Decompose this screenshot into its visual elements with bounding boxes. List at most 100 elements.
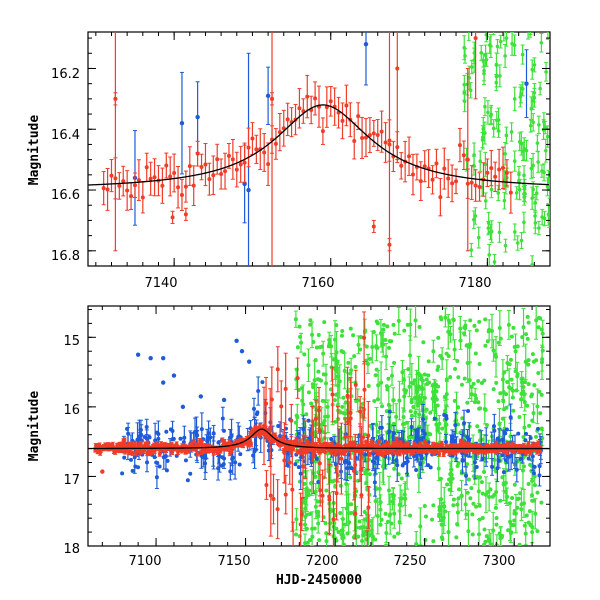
red-point [219, 172, 224, 177]
green-point [476, 400, 481, 405]
green-point [488, 487, 493, 492]
green-point [341, 410, 346, 415]
red-point [356, 114, 361, 119]
red-point [125, 188, 130, 193]
green-point [524, 148, 529, 153]
green-point [487, 538, 492, 543]
blue-point [387, 409, 392, 414]
green-point [309, 401, 314, 406]
green-point [443, 315, 448, 320]
blue-point [496, 458, 501, 463]
green-point [500, 377, 505, 382]
blue-point [238, 452, 243, 457]
red-point [313, 96, 318, 101]
red-point [434, 161, 439, 166]
green-point [501, 399, 506, 404]
red-point [136, 178, 141, 183]
blue-point [139, 432, 144, 437]
red-point [375, 132, 380, 137]
green-point [317, 538, 322, 543]
green-point [444, 392, 449, 397]
green-point [332, 478, 337, 483]
blue-point [179, 120, 185, 126]
green-point [496, 191, 501, 195]
red-point [489, 166, 494, 171]
green-point [530, 530, 535, 535]
green-point [363, 471, 368, 476]
blue-point [171, 373, 177, 378]
red-point [117, 183, 122, 188]
red-point [238, 162, 243, 167]
green-point [489, 187, 494, 192]
red-point [133, 442, 138, 447]
green-point [342, 368, 347, 373]
green-point [410, 435, 415, 440]
green-point [522, 400, 527, 405]
green-point [482, 406, 487, 411]
green-point [306, 390, 311, 395]
red-point [110, 442, 115, 447]
blue-point [157, 464, 162, 469]
green-point [479, 380, 484, 385]
green-point [321, 351, 326, 356]
green-point [303, 541, 308, 546]
green-point [489, 229, 494, 234]
red-point [473, 183, 478, 188]
green-point [519, 238, 524, 243]
green-point [372, 398, 377, 403]
red-point [461, 153, 466, 158]
red-point [164, 163, 169, 168]
green-point [349, 502, 354, 507]
red-point [383, 140, 388, 145]
green-point [484, 534, 489, 539]
red-point [139, 441, 143, 446]
red-point [211, 173, 216, 178]
blue-point [421, 417, 426, 422]
blue-point [524, 431, 529, 436]
green-point [529, 394, 534, 399]
green-point [473, 351, 478, 356]
red-point [189, 441, 194, 446]
green-point [370, 344, 375, 349]
green-point [504, 405, 509, 410]
blue-point [252, 449, 257, 454]
green-point [491, 126, 496, 131]
green-point [323, 372, 328, 377]
green-point [304, 412, 309, 417]
green-point [437, 508, 442, 513]
blue-point [144, 436, 149, 441]
blue-point [416, 437, 421, 442]
blue-point [242, 181, 247, 187]
red-point [504, 170, 509, 175]
blue-point [188, 471, 193, 476]
green-point [374, 367, 379, 372]
green-point [498, 336, 503, 341]
green-point [542, 170, 546, 175]
green-point [386, 402, 391, 407]
green-point [456, 405, 461, 410]
red-point [207, 177, 212, 182]
green-point [408, 513, 413, 518]
green-point [488, 542, 493, 546]
red-point [352, 139, 357, 144]
green-point [311, 340, 316, 345]
green-point [299, 340, 304, 345]
green-point [477, 406, 482, 411]
green-point [530, 418, 535, 423]
blue-point [387, 429, 392, 434]
blue-point [298, 471, 303, 476]
green-point [521, 501, 526, 506]
green-point [504, 36, 509, 40]
green-point [378, 331, 383, 336]
blue-point [260, 380, 265, 385]
green-point [521, 325, 526, 330]
green-point [521, 149, 525, 154]
green-point [342, 522, 347, 527]
green-point [526, 381, 531, 386]
red-point [105, 187, 110, 192]
green-point [364, 537, 369, 542]
blue-point [185, 478, 190, 483]
green-point [383, 511, 388, 516]
green-point [469, 392, 474, 397]
blue-point [450, 434, 455, 439]
